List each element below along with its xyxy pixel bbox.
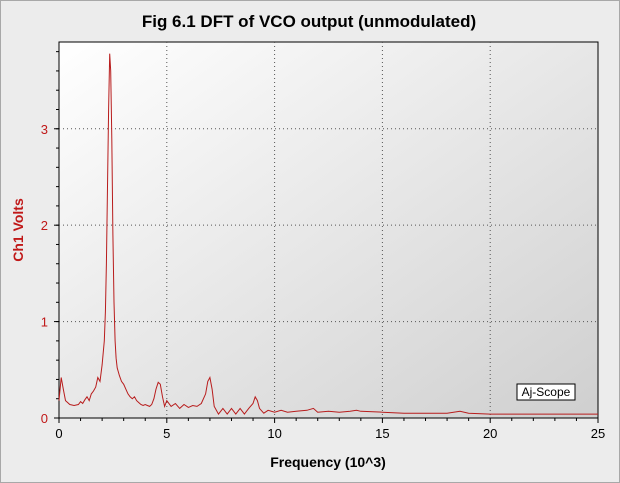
x-tick-label: 15 [375,426,389,441]
x-tick-label: 25 [591,426,605,441]
y-tick-label: 2 [41,218,48,233]
plot-area [58,41,599,419]
x-axis-label: Frequency (10^3) [270,454,386,470]
watermark-box [516,383,576,401]
watermark-label: Aj-Scope [522,385,571,399]
series-line [58,53,598,416]
y-tick-label: 0 [41,411,48,426]
y-axis-ticks: 0 1 2 3 [41,51,59,426]
x-tick-label: 0 [55,426,62,441]
x-tick-label: 20 [483,426,497,441]
x-tick-label: 5 [163,426,170,441]
y-axis-label: Ch1 Volts [10,198,26,262]
x-axis-ticks: 0 5 10 15 20 25 [55,418,605,441]
y-tick-label: 1 [41,315,48,330]
y-tick-label: 3 [41,122,48,137]
x-tick-label: 10 [267,426,281,441]
grid-lines [59,42,598,418]
chart-title: Fig 6.1 DFT of VCO output (unmodulated) [142,12,476,31]
